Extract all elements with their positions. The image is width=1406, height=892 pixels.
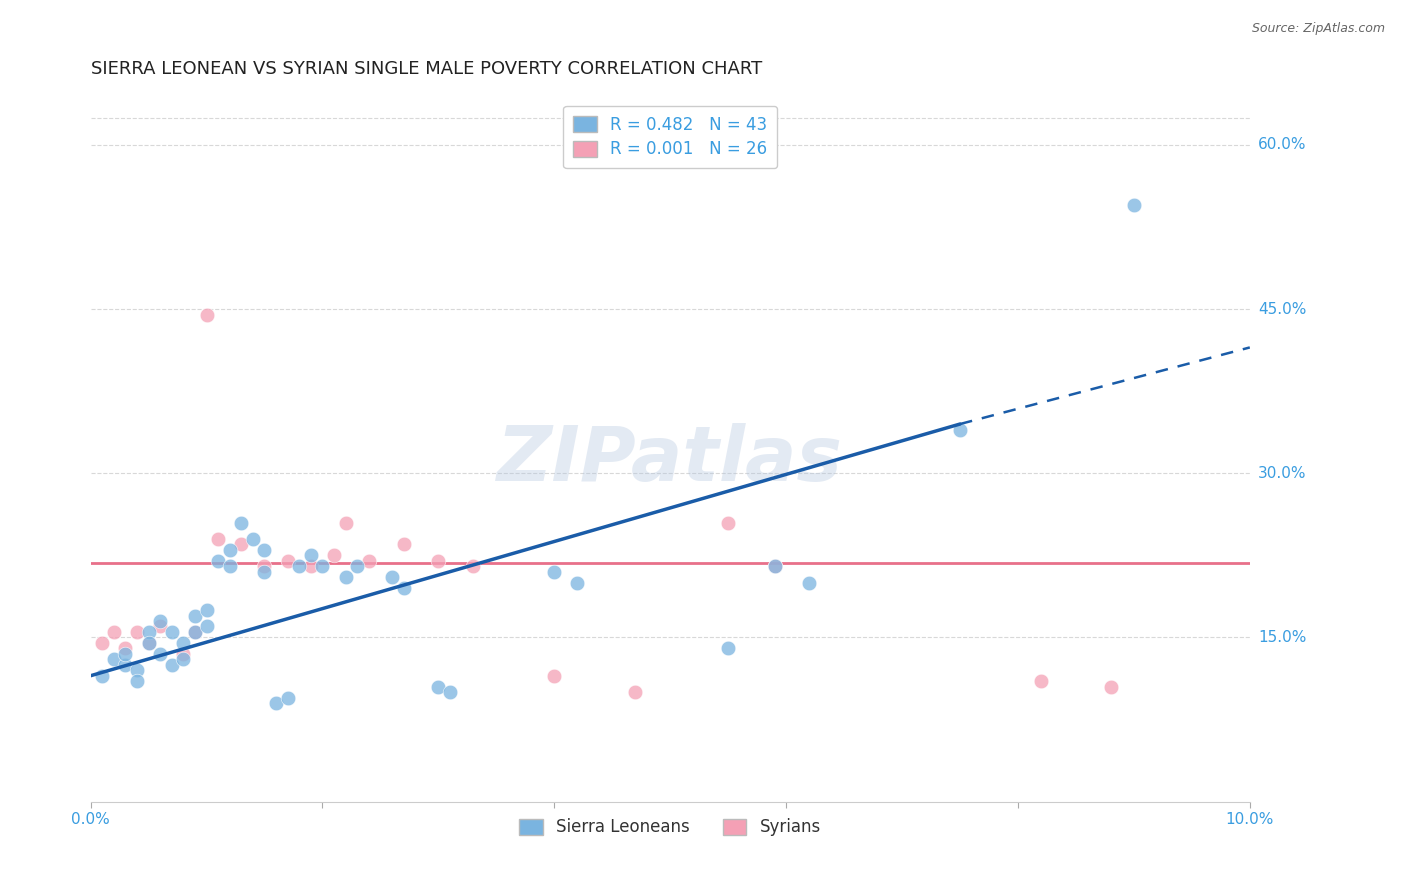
Point (463, 559, 485, 574)
Point (114, 657, 136, 672)
Point (125, 674, 148, 689)
Point (172, 652, 194, 666)
Point (277, 690, 299, 705)
Point (138, 624, 160, 639)
Point (149, 619, 172, 633)
Point (195, 619, 218, 633)
Point (381, 570, 404, 584)
Text: 15.0%: 15.0% (1258, 630, 1306, 645)
Point (439, 685, 461, 699)
Point (149, 647, 172, 661)
Point (299, 559, 322, 574)
Point (184, 608, 207, 623)
Text: 60.0%: 60.0% (1258, 137, 1306, 153)
Point (231, 516, 253, 530)
Point (114, 641, 136, 656)
Point (253, 559, 276, 574)
Point (172, 647, 194, 661)
Point (543, 669, 565, 683)
Point (195, 603, 218, 617)
Point (717, 641, 740, 656)
Point (264, 696, 287, 710)
Point (231, 537, 253, 551)
Point (357, 554, 380, 568)
Point (184, 624, 207, 639)
Point (392, 537, 415, 551)
Text: 30.0%: 30.0% (1258, 466, 1306, 481)
Point (160, 657, 183, 672)
Point (277, 554, 299, 568)
Point (763, 559, 786, 574)
Point (125, 624, 148, 639)
Point (763, 559, 786, 574)
Point (427, 554, 450, 568)
Point (567, 575, 589, 590)
Point (149, 614, 172, 628)
Point (543, 565, 565, 579)
Point (114, 647, 136, 661)
Point (717, 516, 740, 530)
Point (288, 559, 311, 574)
Point (1031, 674, 1053, 689)
Point (949, 423, 972, 437)
Point (207, 554, 229, 568)
Point (218, 542, 240, 557)
Text: 45.0%: 45.0% (1258, 301, 1306, 317)
Point (311, 559, 333, 574)
Point (125, 663, 148, 677)
Point (242, 532, 264, 546)
Point (172, 636, 194, 650)
Text: Source: ZipAtlas.com: Source: ZipAtlas.com (1251, 22, 1385, 36)
Point (91, 669, 114, 683)
Point (799, 575, 821, 590)
Point (299, 549, 322, 563)
Point (323, 549, 346, 563)
Point (624, 685, 647, 699)
Legend: Sierra Leoneans, Syrians: Sierra Leoneans, Syrians (513, 812, 828, 843)
Point (346, 559, 368, 574)
Point (253, 565, 276, 579)
Point (1122, 198, 1144, 212)
Point (427, 680, 450, 694)
Point (218, 559, 240, 574)
Point (335, 516, 357, 530)
Point (335, 570, 357, 584)
Point (91, 636, 114, 650)
Point (138, 636, 160, 650)
Point (103, 624, 125, 639)
Point (160, 624, 183, 639)
Point (195, 308, 218, 322)
Text: ZIPatlas: ZIPatlas (498, 423, 844, 497)
Point (184, 624, 207, 639)
Text: SIERRA LEONEAN VS SYRIAN SINGLE MALE POVERTY CORRELATION CHART: SIERRA LEONEAN VS SYRIAN SINGLE MALE POV… (90, 60, 762, 78)
Point (1099, 680, 1122, 694)
Point (392, 581, 415, 595)
Point (103, 652, 125, 666)
Point (138, 636, 160, 650)
Point (253, 542, 276, 557)
Point (207, 532, 229, 546)
